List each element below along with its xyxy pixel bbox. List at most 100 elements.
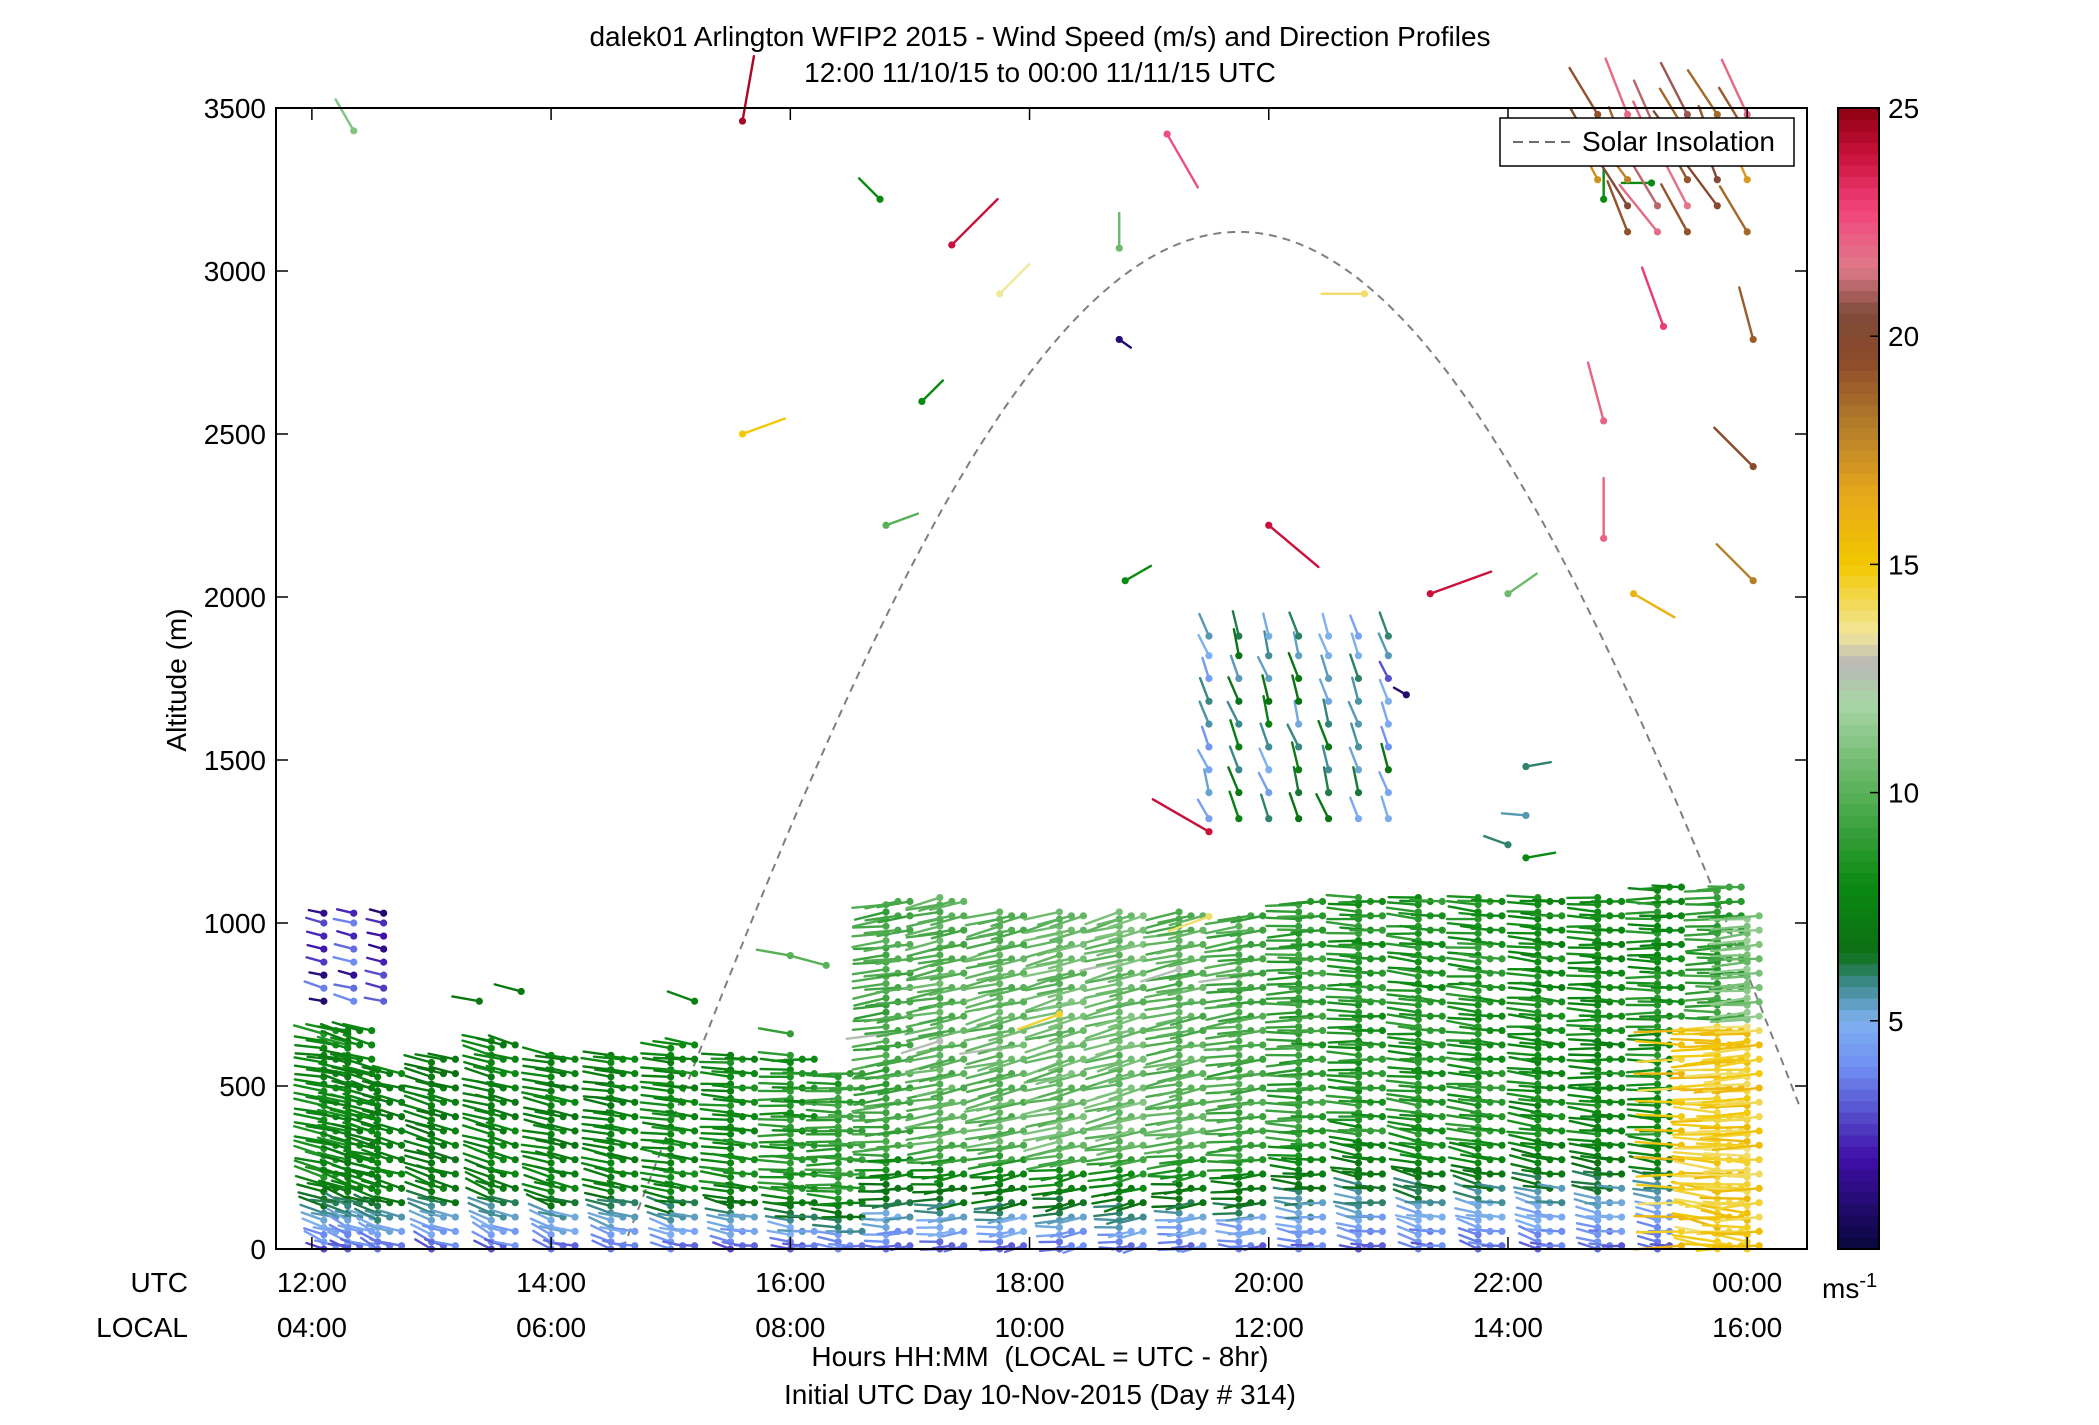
wind-barb-shaft — [1265, 968, 1300, 972]
wind-barb-dot — [750, 1098, 759, 1106]
wind-barb-dot — [858, 1170, 866, 1178]
wind-barb — [1204, 994, 1243, 1004]
wind-barb-shaft — [713, 1184, 744, 1190]
wind-barb-dot — [427, 1159, 436, 1167]
wind-barb-dot — [1318, 955, 1327, 963]
wind-barb-shaft — [905, 996, 942, 1003]
wind-barb-shaft — [404, 1180, 433, 1193]
wind-barb-shaft — [487, 1149, 517, 1161]
wind-barb-shaft — [349, 1059, 379, 1071]
wind-barb-shaft — [593, 1182, 625, 1190]
wind-barb-dot — [1354, 1051, 1363, 1059]
wind-barb — [967, 1152, 1004, 1161]
wind-barb-shaft — [305, 1068, 338, 1075]
wind-barb — [1205, 1137, 1243, 1146]
wind-barb-dot — [386, 1184, 394, 1192]
wind-barb-dot — [1115, 1051, 1123, 1059]
wind-barb-dot — [451, 1070, 460, 1078]
wind-barb-shaft — [374, 1149, 403, 1161]
wind-barb-shaft — [711, 1070, 744, 1075]
wind-barb-shaft — [317, 1108, 349, 1118]
wind-barb — [475, 1037, 507, 1049]
wind-barb-shaft — [1326, 1031, 1360, 1036]
wind-barb-shaft — [1349, 985, 1384, 989]
wind-barb-dot — [1438, 1170, 1446, 1178]
wind-barb-dot — [1474, 972, 1482, 981]
wind-barb-shaft — [606, 1137, 637, 1147]
wind-barb — [861, 1209, 890, 1217]
wind-barb-shaft — [864, 986, 900, 991]
wind-barb-dot — [427, 1073, 436, 1081]
wind-barb-dot — [786, 1080, 794, 1088]
wind-barb-shaft — [1266, 1011, 1300, 1016]
wind-barb-shaft — [1349, 1086, 1384, 1091]
wind-barb-dot — [834, 1130, 842, 1138]
wind-barb-dot — [487, 1188, 495, 1196]
wind-barb-shaft — [863, 957, 900, 963]
wind-barb-dot — [547, 1087, 555, 1095]
wind-barb-shaft — [806, 1192, 840, 1200]
wind-barb — [610, 1211, 639, 1221]
wind-barb-dot — [1019, 1227, 1028, 1235]
wind-barb-shaft — [1093, 1211, 1121, 1218]
wind-barb-dot — [1175, 908, 1183, 916]
wind-barb-shaft — [641, 1146, 672, 1150]
wind-barb-shaft — [1326, 987, 1360, 993]
wind-barb-dot — [1115, 1137, 1123, 1146]
wind-barb-shaft — [415, 1137, 445, 1147]
wind-barb — [487, 1034, 519, 1049]
wind-barb — [1360, 1227, 1386, 1235]
wind-barb — [700, 1158, 735, 1167]
wind-barb — [1143, 1109, 1183, 1118]
wind-barb — [1326, 972, 1363, 981]
wind-barb-shaft — [811, 1216, 840, 1222]
wind-barb-dot — [571, 1184, 579, 1192]
wind-barb-shaft — [971, 1197, 1001, 1205]
wind-barb-shaft — [342, 1106, 373, 1118]
wind-barb-dot — [750, 1156, 759, 1164]
wind-barb-dot — [511, 1084, 519, 1092]
wind-barb-shaft — [474, 1079, 505, 1090]
wind-barb-shaft — [1143, 953, 1181, 962]
wind-barb-shaft — [698, 1060, 732, 1064]
wind-barb-dot — [547, 1130, 555, 1138]
wind-barb-dot — [1438, 912, 1446, 920]
wind-barb-dot — [1474, 1216, 1482, 1224]
wind-barb — [371, 1166, 406, 1178]
wind-barb-shaft — [522, 1106, 553, 1114]
wind-barb-shaft — [782, 1127, 816, 1133]
wind-barb-dot — [631, 1098, 639, 1106]
wind-barb-shaft — [804, 1125, 840, 1130]
wind-barb-dot — [1414, 1216, 1422, 1224]
wind-barb — [724, 1111, 759, 1121]
wind-barb-shaft — [712, 1127, 744, 1133]
wind-barb-dot — [1414, 1073, 1422, 1081]
wind-barb-shaft — [374, 1177, 403, 1190]
wind-barb-shaft — [811, 1223, 840, 1229]
wind-barb-dot — [1474, 1144, 1482, 1153]
wind-barb-shaft — [467, 1201, 493, 1215]
wind-barb — [828, 1141, 866, 1149]
wind-barb-dot — [386, 1113, 394, 1121]
wind-barb-shaft — [521, 1182, 553, 1193]
wind-barb-dot — [960, 1041, 968, 1049]
wind-barb — [1265, 1122, 1303, 1131]
wind-barb-dot — [397, 1199, 406, 1207]
wind-barb — [521, 1166, 555, 1181]
wind-barb-shaft — [485, 1052, 517, 1061]
wind-barb-dot — [386, 1141, 394, 1149]
wind-barb-shaft — [917, 1129, 953, 1140]
wind-barb-shaft — [1150, 1195, 1181, 1200]
wind-barb — [664, 1096, 699, 1106]
wind-barb-dot — [810, 1141, 818, 1149]
wind-barb-dot — [858, 1113, 866, 1121]
wind-barb-dot — [691, 1213, 699, 1221]
wind-barb-dot — [1139, 1055, 1147, 1063]
wind-barb-shaft — [596, 1198, 625, 1204]
wind-barb-dot — [1235, 1037, 1243, 1045]
wind-barb-shaft — [348, 1122, 379, 1136]
wind-barb-dot — [1414, 929, 1422, 938]
wind-barb-shaft — [294, 1174, 326, 1186]
wind-barb-shaft — [350, 1080, 379, 1093]
wind-barb-dot — [882, 1238, 890, 1246]
